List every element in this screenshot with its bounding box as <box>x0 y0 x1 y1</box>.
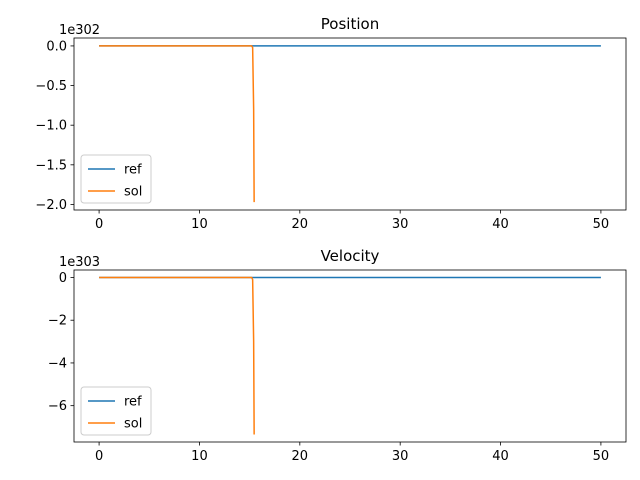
axes-frame <box>73 269 627 443</box>
x-tick-label: 0 <box>95 449 103 464</box>
chart-0: 0 10 20 30 40 50 0.0 −0.5 −1.0 −1.5 −2.0 1e302 Posit… <box>35 15 627 232</box>
y-tick-label: −1.5 <box>35 158 67 173</box>
x-tick-label: 20 <box>292 217 309 232</box>
axes-frame <box>73 37 627 211</box>
y-tick-label: −2.0 <box>35 198 67 213</box>
x-tick-label: 40 <box>492 449 509 464</box>
legend-label-ref: ref <box>124 395 142 410</box>
x-tick-label: 50 <box>593 449 610 464</box>
y-tick-label: −1.0 <box>35 119 67 134</box>
x-tick-label: 30 <box>392 217 409 232</box>
y-tick-label: −6 <box>48 399 67 414</box>
x-tick-label: 0 <box>95 217 103 232</box>
chart-title: Position <box>321 15 379 33</box>
y-tick-label: 0.0 <box>46 39 67 54</box>
y-tick-label: −4 <box>48 356 67 371</box>
y-tick-label: −0.5 <box>35 79 67 94</box>
y-tick-label: 0 <box>59 271 67 286</box>
chart-1: 0 10 20 30 40 50 0 −2 −4 −6 1e303 Velocity ref sol <box>48 247 627 464</box>
x-tick-label: 50 <box>593 217 610 232</box>
x-tick-label: 30 <box>392 449 409 464</box>
x-tick-label: 40 <box>492 217 509 232</box>
x-tick-label: 20 <box>292 449 309 464</box>
series-line-sol <box>99 276 255 435</box>
series-line-sol <box>99 45 255 203</box>
legend-label-sol: sol <box>124 185 142 200</box>
legend: ref sol <box>80 154 152 204</box>
x-tick-label: 10 <box>191 217 208 232</box>
chart-title: Velocity <box>321 247 380 265</box>
y-offset-label: 1e303 <box>59 255 100 270</box>
legend-label-sol: sol <box>124 417 142 432</box>
y-tick-label: −2 <box>48 314 67 329</box>
legend-label-ref: ref <box>124 163 142 178</box>
x-tick-label: 10 <box>191 449 208 464</box>
legend: ref sol <box>80 386 152 436</box>
y-offset-label: 1e302 <box>59 23 100 38</box>
